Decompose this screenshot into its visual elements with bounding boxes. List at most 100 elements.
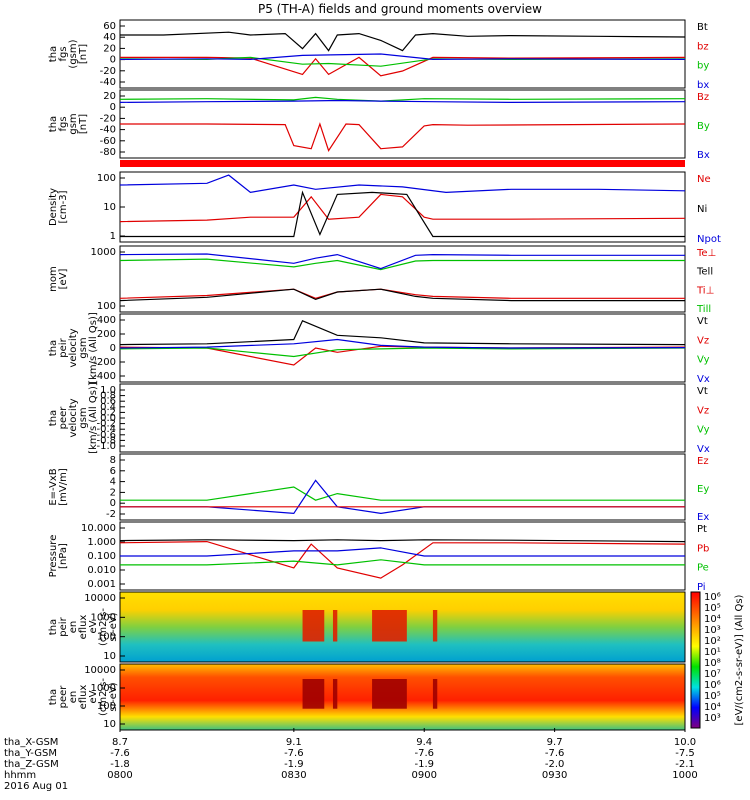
- y-tick-label: 10000: [84, 593, 116, 604]
- ephemeris-value: -7.6: [284, 748, 304, 759]
- y-axis-label: (cm2-s-: [98, 678, 109, 716]
- y-axis-label: [nPa]: [58, 543, 69, 569]
- y-tick-label: 20: [103, 43, 116, 54]
- colorbar-tick: 10⁴: [704, 702, 721, 713]
- ephemeris-row-label: hhmm: [4, 770, 36, 781]
- legend-entry: Npot: [697, 234, 721, 245]
- y-tick-label: 0.6: [100, 396, 116, 407]
- panel-peir-spectrogram: 10000 1000 100 10 tha peir en eflux eV (cm2-s-sr-…: [48, 591, 686, 663]
- y-axis-label: tha: [48, 619, 59, 635]
- y-tick-label: 10: [103, 651, 116, 662]
- ephemeris-row-label: tha_Y-GSM: [4, 748, 57, 759]
- y-axis-label: peer: [58, 685, 69, 709]
- y-tick-label: 0.2: [100, 407, 116, 418]
- panel-frame: [119, 383, 686, 453]
- y-tick-label: 1.000: [87, 537, 116, 548]
- legend-entry: Vx: [697, 374, 710, 385]
- y-axis-label: sr-eV): [108, 612, 119, 641]
- ephemeris-value: -7.6: [545, 748, 565, 759]
- series-line-bz: [120, 56, 686, 77]
- colorbar-tick: 10⁶: [704, 592, 721, 603]
- panel-velocity: 400 200 0 -200 -400 tha peir velocity gsm [km/s (…: [48, 312, 710, 385]
- y-axis-label: [eV]: [58, 269, 69, 290]
- y-tick-label: 100: [97, 632, 116, 643]
- legend-entry: Pt: [697, 524, 707, 535]
- ephemeris-value: 9.1: [286, 737, 302, 748]
- ephemeris-value: -2.1: [675, 759, 695, 770]
- x-axis-ephemeris: tha_X-GSM 8.7 9.1 9.4 9.7 10.0 tha_Y-GSM -7.6 -7…: [4, 728, 698, 792]
- y-axis-label: eV: [88, 620, 99, 633]
- y-axis-label: [nT]: [78, 114, 89, 134]
- y-axis-label: velocity: [68, 328, 79, 367]
- y-axis-label: tha: [48, 340, 59, 356]
- colorbar-tick: 10³: [704, 713, 721, 724]
- legend-entry: Vt: [697, 386, 708, 397]
- y-axis-label: mom: [48, 266, 59, 292]
- spectrogram-feature: [372, 610, 407, 642]
- spectrogram-feature: [432, 610, 438, 642]
- y-axis-label: [mV/m]: [58, 468, 69, 506]
- ephemeris-row-label: tha_Z-GSM: [4, 759, 59, 770]
- panel-peer-spectrogram: 10000 1000 100 10 tha peer en eflux eV (cm2-s-sr-…: [48, 663, 686, 731]
- y-axis-label: peir: [58, 337, 69, 357]
- series-line-Vz: [119, 345, 686, 366]
- y-tick-label: 6: [110, 466, 116, 477]
- legend-entry: Ez: [697, 456, 709, 467]
- series-line-Bt: [120, 31, 686, 52]
- legend-entry: Ex: [697, 512, 709, 523]
- y-tick-label: 1000: [91, 247, 116, 258]
- spectrogram-feature: [432, 679, 438, 709]
- colorbar-tick: 10⁶: [704, 680, 721, 691]
- y-tick-label: 0.100: [87, 551, 116, 562]
- panel-frame: [119, 19, 686, 89]
- spectrogram-feature: [332, 679, 338, 709]
- y-axis-label: peir: [58, 616, 69, 636]
- series-line-Pb: [119, 540, 686, 579]
- ephemeris-value: -7.5: [675, 748, 695, 759]
- y-tick-label: -0.6: [96, 430, 116, 441]
- y-tick-label: 100: [97, 701, 116, 712]
- ephemeris-value: 9.4: [416, 737, 432, 748]
- y-tick-label: 400: [97, 315, 116, 326]
- panel-fgs-gsm: 200-20-40-60-80 tha fgs gsm [nT] Bz By Bx: [48, 89, 710, 161]
- ephemeris-value: 0830: [281, 770, 306, 781]
- y-tick-label: -0.4: [96, 424, 116, 435]
- y-axis-label: tha: [48, 116, 59, 132]
- panel-temperature: 1000 100 mom [eV] Te⊥ Tell Ti⊥ Till: [48, 245, 716, 315]
- y-tick-label: 20: [103, 91, 116, 102]
- y-axis-label: Pressure: [48, 535, 59, 578]
- y-tick-label: -1.0: [96, 441, 116, 452]
- y-tick-label: 0.8: [100, 391, 116, 402]
- y-tick-label: 0: [110, 343, 116, 354]
- colorbar-tick: 10⁴: [704, 614, 721, 625]
- legend-entry: Bt: [697, 22, 708, 33]
- y-tick-label: -40: [100, 125, 116, 136]
- series-line-Till: [119, 258, 685, 271]
- panel-frame: [119, 591, 686, 663]
- colorbar-tick: 10⁵: [704, 603, 721, 614]
- legend-entry: Vz: [697, 405, 709, 416]
- series-line-Vx: [119, 338, 686, 349]
- y-tick-label: -400: [93, 371, 116, 382]
- y-axis-label: tha: [48, 689, 59, 705]
- series-line-Pt: [119, 539, 686, 543]
- colorbar-tick: 10¹: [704, 647, 721, 658]
- panel-frame: [119, 171, 686, 243]
- y-tick-label: -0.8: [96, 435, 116, 446]
- data-quality-bar: [120, 160, 685, 167]
- quality-bar: [120, 160, 685, 167]
- y-axis-label: eflux: [78, 615, 89, 640]
- y-tick-label: 0.0: [100, 413, 116, 424]
- figure-title: P5 (TH-A) fields and ground moments over…: [258, 2, 542, 16]
- y-tick-label: 200: [97, 329, 116, 340]
- panel-frame: [119, 245, 686, 313]
- ephemeris-value: -1.9: [414, 759, 434, 770]
- y-tick-label: 0: [110, 102, 116, 113]
- panel-frame: [119, 453, 686, 521]
- colorbar-tick: 10²: [704, 636, 721, 647]
- ephemeris-value: 8.7: [112, 737, 128, 748]
- panel-density: 100 10 1 Density [cm-3] Ne Ni Npot: [48, 171, 721, 245]
